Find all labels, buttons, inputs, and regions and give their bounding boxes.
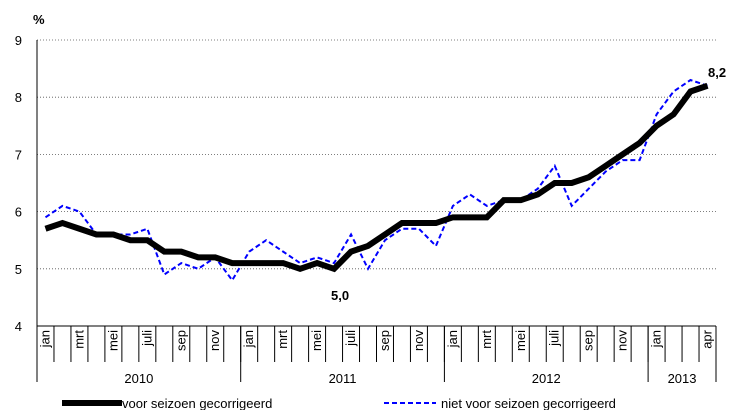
x-tick-label: jan: [445, 330, 460, 348]
series-line: [44, 82, 709, 273]
y-tick-label: 5: [15, 262, 22, 277]
x-tick-label: jan: [241, 330, 256, 348]
x-tick-label: sep: [377, 330, 392, 351]
x-tick-label: nov: [411, 330, 426, 351]
x-tick-label: nov: [207, 330, 222, 351]
x-tick-label: jan: [649, 330, 664, 348]
x-tick-label: mrt: [71, 330, 86, 349]
x-tick-label: jan: [37, 330, 52, 348]
y-tick-label: 7: [15, 147, 22, 162]
legend-label: niet voor seizoen gecorrigeerd: [441, 396, 616, 410]
x-tick-label: juli: [139, 330, 154, 347]
x-tick-label: apr: [700, 329, 715, 348]
y-tick-label: 8: [15, 90, 22, 105]
x-tick-label: mrt: [275, 330, 290, 349]
year-label: 2010: [124, 371, 153, 386]
annotation: 5,0: [331, 288, 349, 303]
x-tick-label: mei: [309, 330, 324, 351]
x-tick-label: sep: [173, 330, 188, 351]
x-tick-label: nov: [615, 330, 630, 351]
x-tick-label: mei: [513, 330, 528, 351]
x-tick-label: mrt: [479, 330, 494, 349]
annotation: 8,2: [708, 65, 726, 80]
y-tick-label: 4: [15, 319, 22, 334]
y-tick-label: 9: [15, 33, 22, 48]
x-tick-label: mei: [105, 330, 120, 351]
y-unit-label: %: [33, 12, 45, 27]
legend-label: voor seizoen gecorrigeerd: [122, 396, 272, 410]
year-label: 2011: [329, 371, 357, 386]
series-line: [44, 78, 708, 283]
x-tick-label: juli: [547, 330, 562, 347]
x-tick-label: sep: [581, 330, 596, 351]
year-label: 2013: [668, 371, 697, 386]
y-tick-label: 6: [15, 205, 22, 220]
year-label: 2012: [532, 371, 561, 386]
x-tick-label: juli: [343, 330, 358, 347]
